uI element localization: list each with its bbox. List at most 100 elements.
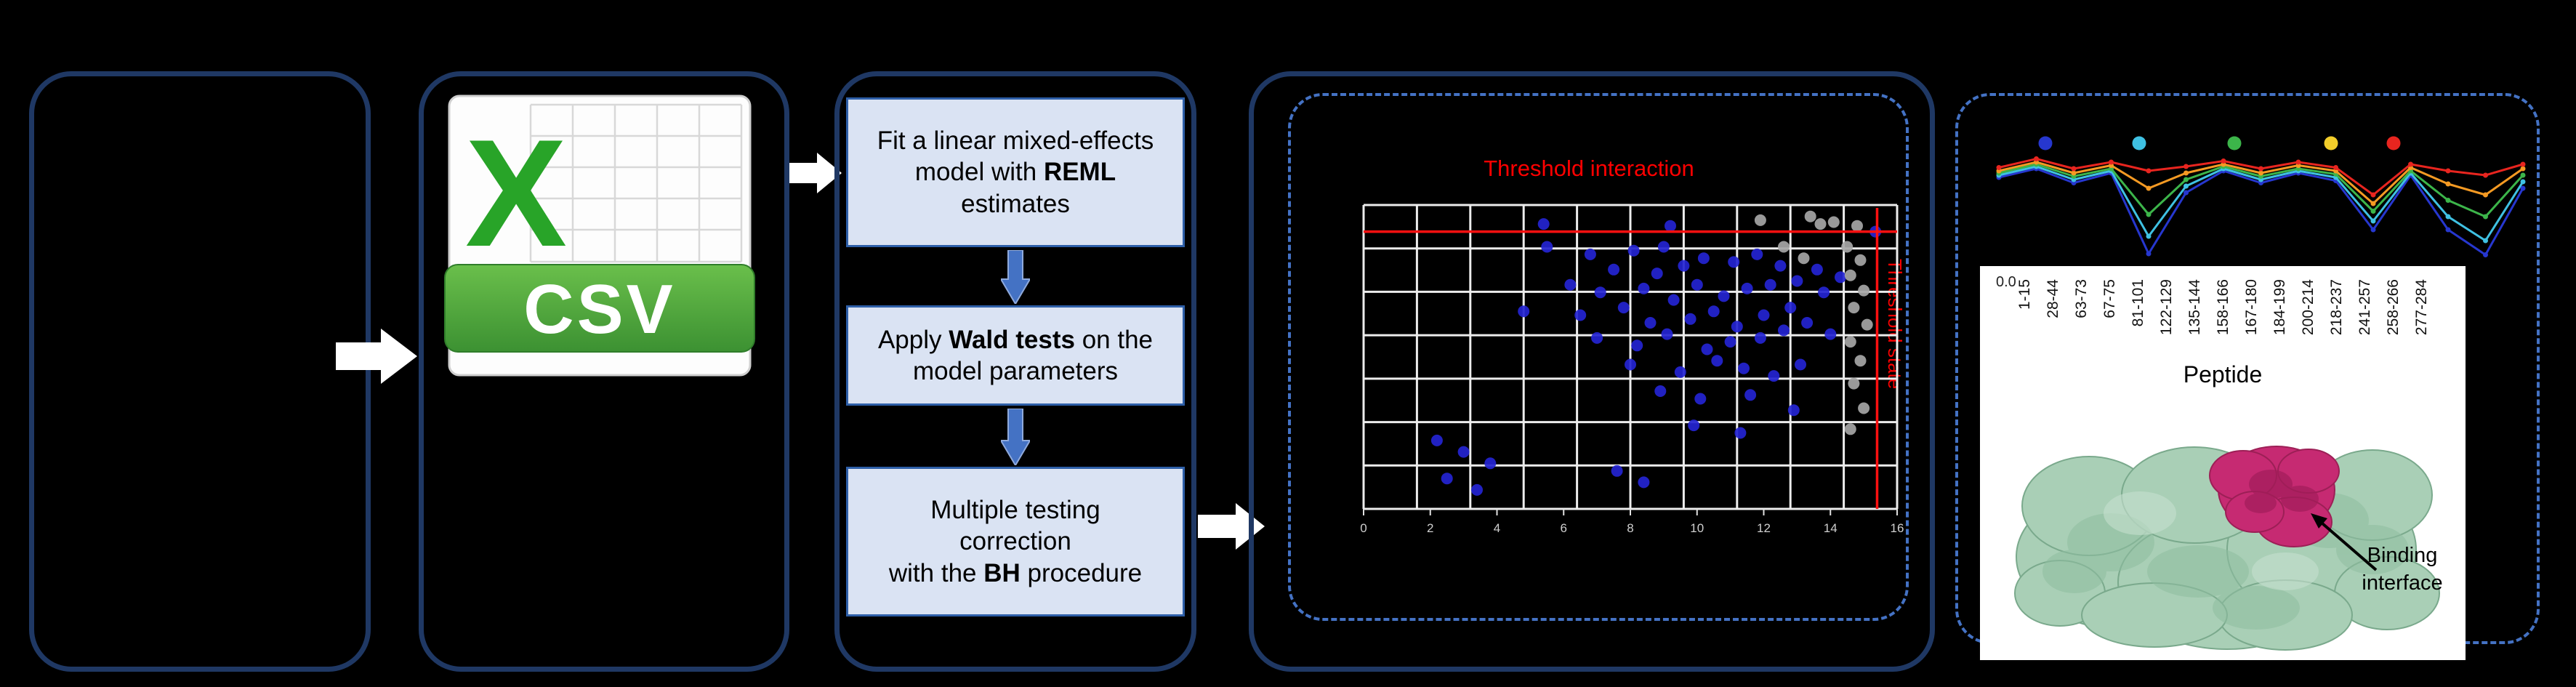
line-vertex xyxy=(2146,233,2152,239)
line-vertex xyxy=(2370,201,2376,206)
x-tick-label: 2 xyxy=(1427,521,1433,535)
legend-dot xyxy=(2324,136,2338,150)
scatter-point xyxy=(1608,263,1620,276)
step-text-wald: Apply Wald tests on the model parameters xyxy=(860,324,1171,387)
scatter-point xyxy=(1651,268,1663,280)
x-tick-label: 8 xyxy=(1627,521,1633,535)
scatter-point xyxy=(1738,362,1750,374)
scatter-point xyxy=(1688,419,1700,432)
scatter-point xyxy=(1684,313,1696,325)
scatter-point xyxy=(1678,260,1690,272)
csv-file-icon: X CSV xyxy=(444,95,755,377)
line-vertex xyxy=(2109,159,2114,165)
scatter-point xyxy=(1764,278,1776,291)
scatter-point xyxy=(1644,317,1657,329)
peptide-axis-label: 218-237 xyxy=(2328,279,2345,335)
scatter-point xyxy=(1835,271,1846,284)
peptide-axis-label: 258-266 xyxy=(2385,279,2402,335)
line-vertex xyxy=(2370,209,2376,214)
scatter-point xyxy=(1430,434,1443,446)
line-vertex xyxy=(2071,166,2077,172)
line-vertex xyxy=(2445,198,2451,203)
scatter-point xyxy=(1791,275,1803,287)
scatter-point xyxy=(1768,370,1780,382)
csv-x-letter: X xyxy=(465,108,567,278)
scatter-point xyxy=(1827,216,1840,228)
arrow-right-shape xyxy=(1198,503,1265,550)
peptide-axis-title: Peptide xyxy=(2183,361,2263,387)
arrow-right-shape xyxy=(789,153,842,193)
arrow-right-icon xyxy=(1198,503,1265,550)
peptide-axis-label: 28-44 xyxy=(2045,279,2061,318)
peptide-axis-label: 167-180 xyxy=(2243,279,2260,335)
line-vertex xyxy=(2146,185,2152,191)
csv-banner xyxy=(444,264,755,353)
scatter-point xyxy=(1711,355,1723,367)
x-tick-label: 12 xyxy=(1757,521,1771,535)
x-tick-label: 4 xyxy=(1494,521,1500,535)
peptide-axis-label: 135-144 xyxy=(2186,279,2203,335)
scatter-point xyxy=(1564,278,1577,291)
scatter-point xyxy=(1638,476,1650,489)
results-card-figure: 0.0 Peptide xyxy=(1996,274,2440,651)
peptide-axis-label: 63-73 xyxy=(2073,279,2090,318)
line-vertex xyxy=(2520,179,2526,185)
line-vertex xyxy=(2370,227,2376,233)
line-vertex xyxy=(2483,172,2488,178)
scatter-point xyxy=(1617,302,1630,314)
scatter-point xyxy=(1657,241,1670,253)
scatter-x-ticks: 0 2 4 6 8 10 12 14 16 xyxy=(1360,509,1904,535)
peptide-axis-label: 184-199 xyxy=(2271,279,2288,335)
scatter-point xyxy=(1631,340,1643,352)
scatter-point xyxy=(1795,358,1806,371)
peptide-axis-label: 200-214 xyxy=(2300,279,2317,335)
scatter-point xyxy=(1674,366,1686,378)
step-text-reml: Fit a linear mixed-effects model with RE… xyxy=(860,125,1171,220)
arrow-down-shape xyxy=(1001,250,1030,304)
panel-model-steps xyxy=(834,71,1196,672)
scatter-point xyxy=(1728,256,1740,268)
line-vertex xyxy=(2183,190,2189,196)
x-tick-label: 16 xyxy=(1891,521,1904,535)
scatter-point xyxy=(1851,220,1863,232)
line-vertex xyxy=(2483,214,2488,220)
step-text-bold: BH xyxy=(983,558,1021,587)
scatter-point xyxy=(1701,343,1713,355)
scatter-title: Threshold interaction xyxy=(1484,156,1694,181)
scatter-point xyxy=(1824,328,1837,340)
threshold-scatter-plot: Threshold interaction Threshold state 0 2… xyxy=(1360,156,1906,535)
arrow-down-icon xyxy=(1001,250,1030,304)
line-vertex xyxy=(2520,166,2526,172)
line-vertex xyxy=(2146,212,2152,217)
step-text: procedure xyxy=(1020,558,1143,587)
peptide-axis-label: 158-166 xyxy=(2215,279,2231,335)
line-vertex xyxy=(2183,183,2189,189)
line-vertex xyxy=(2483,192,2488,198)
line-vertex xyxy=(2221,158,2226,164)
csv-grid-lines xyxy=(529,103,743,263)
x-tick-label: 6 xyxy=(1561,521,1567,535)
line-vertex xyxy=(2333,165,2338,170)
scatter-point xyxy=(1584,248,1596,260)
line-vertex xyxy=(2146,251,2152,257)
scatter-point xyxy=(1654,385,1667,397)
step-text-bold: Wald tests xyxy=(949,325,1075,354)
scatter-point xyxy=(1484,457,1497,470)
line-vertex xyxy=(2183,170,2189,176)
binding-label-line: interface xyxy=(2362,571,2443,595)
scatter-point xyxy=(1787,404,1800,417)
scatter-point xyxy=(1537,218,1550,230)
x-tick-label: 10 xyxy=(1690,521,1704,535)
scatter-point xyxy=(1858,402,1870,414)
line-vertex xyxy=(2445,181,2451,187)
arrow-right-icon xyxy=(336,329,417,384)
scatter-point xyxy=(1848,377,1860,390)
panel-csv xyxy=(419,71,789,672)
scatter-point xyxy=(1457,446,1470,458)
scatter-point xyxy=(1574,309,1587,321)
scatter-point xyxy=(1741,282,1753,294)
line-vertex xyxy=(2408,161,2413,167)
binding-interface-label: Binding interface xyxy=(2340,542,2464,597)
panel-scatter xyxy=(1249,71,1935,672)
scatter-point xyxy=(1844,269,1856,281)
